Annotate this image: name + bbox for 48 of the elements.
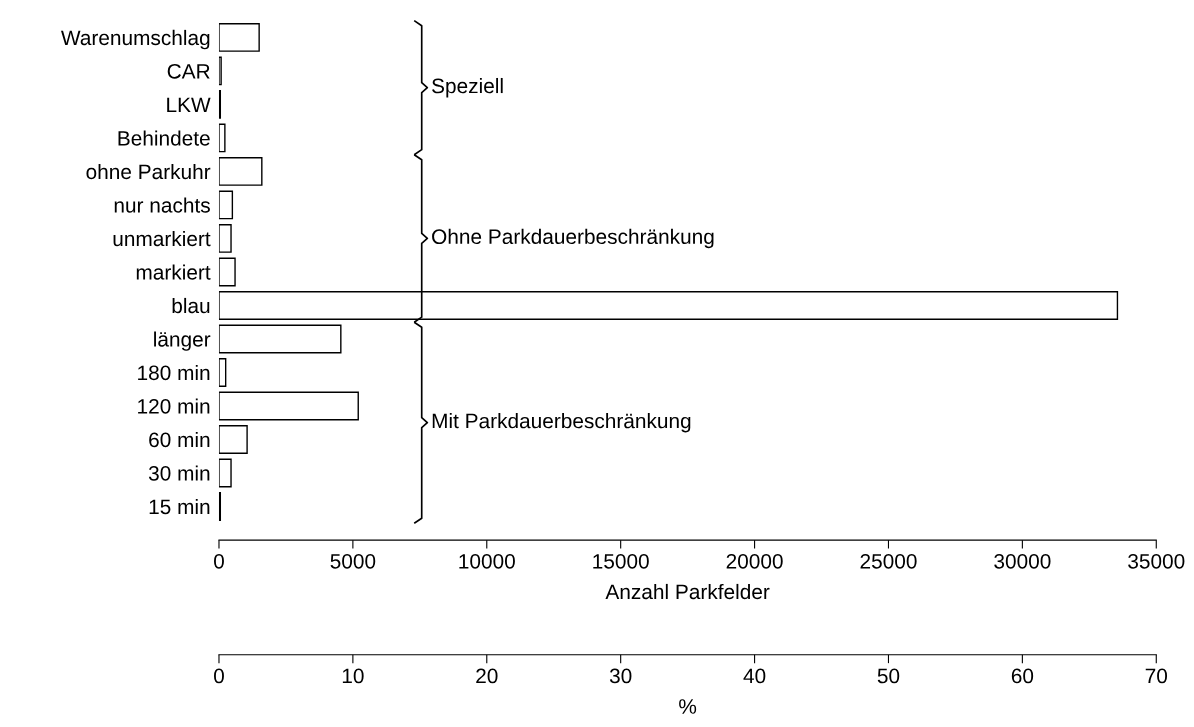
x2-axis-title: % [679, 699, 697, 714]
x2-tick-label: 10 [342, 668, 364, 684]
x-tick-label: 30000 [994, 553, 1051, 569]
y-tick-label: Warenumschlag [61, 29, 210, 50]
y-tick-label: nur nachts [114, 197, 210, 213]
x-axis-title: Anzahl Parkfelder [605, 583, 770, 600]
x-tick-label: 35000 [1128, 553, 1185, 569]
y-tick-label: 30 min [148, 465, 210, 481]
y-tick-label: 180 min [138, 364, 210, 381]
x-tick-label: 15000 [593, 553, 649, 569]
x2-tick-label: 60 [1011, 668, 1034, 684]
x2-tick-label: 20 [476, 668, 498, 684]
y-tick-label: unmarkiert [113, 230, 211, 247]
y-tick-label: markiert [136, 264, 211, 280]
y-tick-label: 60 min [149, 431, 210, 448]
bar [218, 257, 236, 287]
bar [218, 56, 222, 86]
x-tick-label: 10000 [459, 553, 515, 569]
x2-tick-label: 70 [1145, 668, 1168, 684]
bar [218, 157, 263, 186]
bar [218, 391, 359, 421]
annotation: Ohne Parkdauerbeschränkung [432, 228, 714, 249]
y-tick-label: 15 min [149, 498, 210, 515]
bar [218, 358, 227, 387]
x-tick-label: 25000 [860, 553, 917, 569]
x2-tick-label: 40 [743, 668, 766, 684]
y-tick-label: 120 min [138, 398, 210, 414]
y-tick-label: ohne Parkuhr [86, 163, 211, 180]
annotation: Mit Parkdauerbeschränkung [432, 413, 691, 433]
bar [218, 224, 232, 253]
bar [218, 22, 260, 52]
bar [218, 458, 232, 488]
x2-tick-label: 50 [877, 668, 900, 684]
y-tick-label: Behindete [118, 130, 210, 146]
bar [218, 190, 234, 220]
annotation: Speziell [432, 77, 503, 98]
y-tick-label: blau [172, 297, 210, 314]
y-tick-label: CAR [167, 63, 210, 79]
y-tick-label: länger [154, 331, 211, 351]
x-tick-label: 5000 [330, 553, 376, 569]
bar [218, 425, 248, 454]
x2-tick-label: 0 [214, 668, 224, 684]
x2-tick-label: 30 [609, 668, 632, 684]
x-tick-label: 20000 [726, 553, 783, 569]
bar [218, 123, 226, 153]
bar [218, 324, 342, 354]
y-tick-label: LKW [167, 97, 211, 112]
x-tick-label: 0 [214, 553, 224, 569]
